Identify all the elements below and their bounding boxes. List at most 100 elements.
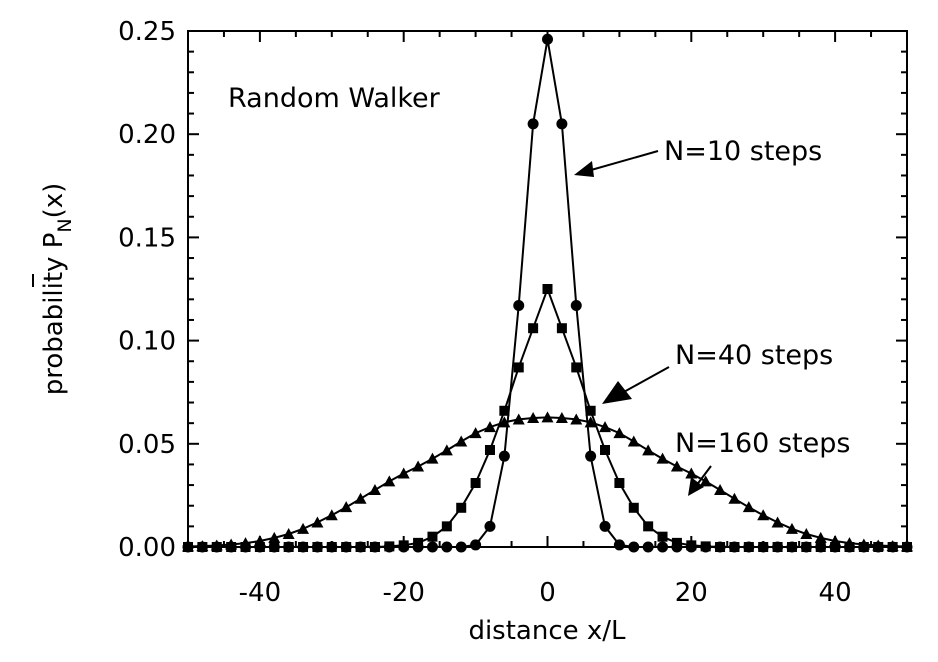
arrow-n40 [602, 366, 670, 404]
data-point-triangle [814, 531, 827, 543]
data-point-triangle [829, 535, 842, 547]
data-point-circle [599, 520, 611, 532]
data-point-triangle [282, 527, 295, 539]
label-n10: N=10 steps [664, 136, 822, 167]
data-point-circle [556, 118, 568, 130]
data-point-square [542, 284, 553, 294]
y-tick-label: 0.10 [118, 327, 176, 357]
data-point-triangle [196, 540, 209, 552]
data-point-square [441, 521, 452, 532]
data-point-square [413, 537, 424, 548]
data-point-square [585, 405, 596, 416]
data-point-triangle [426, 452, 439, 464]
data-point-triangle [843, 537, 856, 549]
data-point-triangle [699, 475, 712, 487]
data-point-triangle [714, 484, 727, 496]
data-point-square [571, 362, 582, 373]
data-point-triangle [498, 416, 511, 428]
data-point-triangle [383, 475, 396, 487]
data-point-square [528, 323, 539, 334]
data-point-circle [527, 118, 539, 130]
plot-frame [187, 30, 908, 548]
data-point-square [614, 478, 625, 489]
data-point-square [671, 537, 682, 548]
data-point-triangle [397, 467, 410, 479]
data-point-triangle [483, 421, 496, 433]
label-n160: N=160 steps [675, 428, 850, 459]
y-axis-title-tail: (x) [39, 183, 69, 219]
data-point-triangle [268, 531, 281, 543]
data-point-triangle [642, 444, 655, 456]
y-axis-title: probability PN(x) [39, 183, 76, 396]
data-point-triangle [785, 522, 798, 534]
data-point-square [686, 540, 697, 551]
y-tick-label: 0.00 [118, 533, 176, 563]
arrow-n10 [574, 150, 659, 177]
data-point-triangle [527, 412, 540, 423]
data-point-square [657, 531, 668, 542]
data-point-circle [513, 300, 525, 312]
data-point-square [470, 478, 481, 489]
y-tick-label: 0.15 [118, 223, 176, 253]
data-point-triangle [742, 501, 755, 513]
y-tick-label: 0.20 [118, 120, 176, 150]
data-point-triangle [253, 535, 266, 547]
data-point-triangle [670, 460, 683, 472]
data-point-triangle [412, 460, 425, 472]
data-point-triangle [613, 427, 626, 439]
data-point-triangle [340, 501, 353, 513]
data-point-triangle [239, 537, 252, 549]
data-point-circle [498, 450, 510, 462]
data-point-circle [613, 539, 625, 551]
data-point-circle [470, 539, 482, 551]
arrow-n160 [688, 465, 712, 496]
data-point-square [600, 444, 611, 455]
data-point-square [427, 531, 438, 542]
data-point-triangle [541, 411, 554, 423]
data-point-triangle [354, 492, 367, 504]
data-point-circle [570, 300, 582, 312]
data-point-triangle [800, 527, 813, 539]
y-axis-title-main: probability P [39, 233, 69, 396]
x-tick-label: -40 [239, 578, 281, 608]
data-point-triangle [886, 540, 899, 552]
data-point-triangle [297, 522, 310, 534]
tick-labels-layer: -40 -20 0 20 40 0.00 0.05 0.10 0.15 0.20 0.25 [118, 17, 852, 608]
data-point-triangle [757, 509, 770, 521]
data-point-square [398, 540, 409, 551]
data-point-triangle [771, 516, 784, 528]
data-point-triangle [627, 435, 640, 447]
data-point-circle [484, 520, 496, 532]
data-point-triangle [728, 492, 741, 504]
data-point-triangle [512, 413, 525, 425]
data-point-triangle [368, 484, 381, 496]
data-point-square [556, 323, 567, 334]
x-tick-label: 40 [819, 578, 852, 608]
data-point-triangle [584, 416, 597, 428]
data-point-triangle [656, 452, 669, 464]
label-n40: N=40 steps [675, 340, 833, 371]
data-point-triangle [325, 509, 338, 521]
data-point-circle [542, 33, 553, 45]
data-point-square [499, 405, 510, 416]
data-point-triangle [469, 427, 482, 439]
svg-text:probability PN(x): probability PN(x) [39, 183, 76, 396]
chart-title: Random Walker [228, 83, 441, 114]
y-tick-label: 0.25 [118, 17, 176, 47]
x-tick-label: 0 [539, 578, 556, 608]
data-point-circle [585, 450, 597, 462]
x-tick-label: 20 [675, 578, 708, 608]
data-point-square [513, 362, 524, 373]
x-axis-title: distance x/L [468, 616, 626, 646]
y-axis-title-sub: N [54, 218, 76, 232]
data-point-triangle [440, 444, 453, 456]
data-point-square [484, 444, 495, 455]
data-point-triangle [685, 467, 698, 479]
data-point-triangle [311, 516, 324, 528]
data-point-triangle [599, 421, 612, 433]
x-tick-label: -20 [382, 578, 424, 608]
y-tick-label: 0.05 [118, 430, 176, 460]
data-point-square [643, 521, 654, 532]
data-point-square [628, 502, 639, 513]
